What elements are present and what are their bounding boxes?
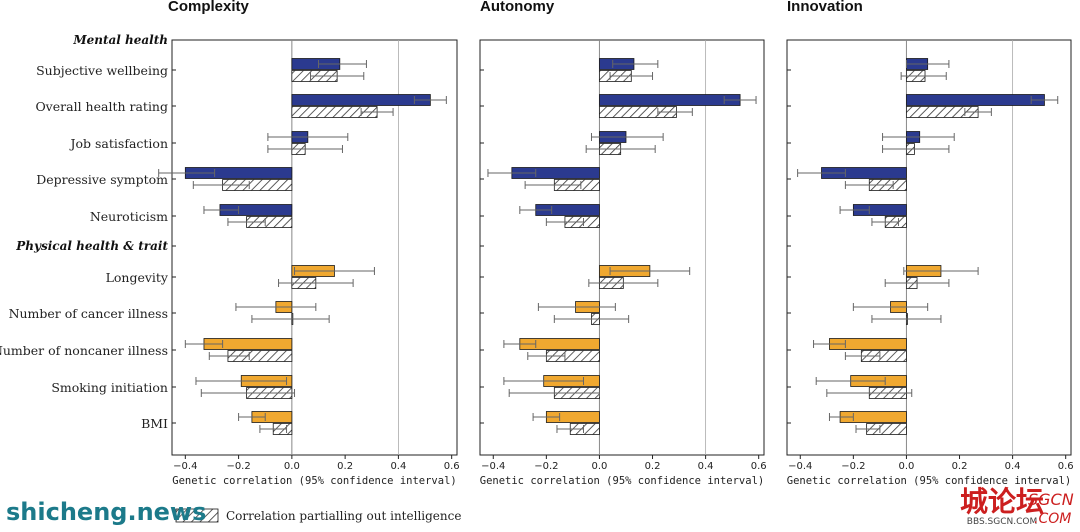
group-header-label: Mental health [72,33,168,47]
watermark-sgcn-url: BBS.SGCN.COM [966,517,1038,527]
panel-frame [786,39,1072,456]
category-label: Depressive symptom [36,172,168,187]
bar-solid [599,94,741,106]
x-tick-label: 0.6 [444,461,460,472]
category-label: Longevity [106,270,169,285]
panel-frame [479,39,765,456]
x-tick-label: 0.0 [898,461,914,472]
category-label: Subjective wellbeing [36,63,168,78]
x-tick-label: 0.2 [645,461,661,472]
panel-frame [171,39,458,456]
watermark-sgcn-main: 城论坛 [960,485,1045,518]
watermark-shicheng: shicheng.news [6,498,207,526]
x-axis-label: Genetic correlation (95% confidence inte… [480,475,764,487]
watermark-sgcn-brand: SGCN [1028,490,1074,509]
x-tick-label: 0.6 [1058,461,1074,472]
x-tick-label: 0.4 [390,461,406,472]
x-tick-label: −0.4 [788,461,812,472]
x-tick-label: 0.2 [952,461,968,472]
x-tick-label: −0.2 [841,461,865,472]
x-axis-label: Genetic correlation (95% confidence inte… [172,475,456,487]
group-header-label: Physical health & trait [15,239,168,253]
panel-autonomy: Autonomy −0.4 −0.2 0.0 0.2 0.4 0.6 Genetic corr… [479,0,767,487]
panel-title: Complexity [168,0,250,15]
legend-label: Correlation partialling out intelligence [226,509,461,523]
x-axis-label: Genetic correlation (95% confidence inte… [787,475,1071,487]
watermark-sgcn-tld: .COM [1034,511,1072,527]
category-label: Number of cancer illness [9,306,168,321]
x-tick-label: 0.0 [591,461,607,472]
x-tick-label: 0.4 [698,461,714,472]
x-tick-label: 0.6 [751,461,767,472]
panel-title: Autonomy [480,0,555,15]
category-label: Overall health rating [35,99,168,114]
category-label: Job satisfaction [69,136,169,151]
x-tick-label: 0.2 [337,461,353,472]
category-label: Neuroticism [90,209,168,224]
category-label: Smoking initiation [51,380,168,395]
x-tick-label: −0.4 [481,461,505,472]
watermark-sgcn: 城论坛 BBS.SGCN.COM SGCN .COM [960,485,1074,527]
legend-swatch [175,508,219,523]
x-tick-label: −0.2 [534,461,558,472]
panel-complexity: Complexity −0.4 −0.2 0.0 0.2 0.4 0.6 Genetic co… [158,0,460,487]
x-tick-label: −0.4 [173,461,197,472]
bar-solid [291,94,431,106]
panel-title: Innovation [787,0,863,15]
category-label: BMI [141,416,168,431]
x-tick-label: 0.0 [284,461,300,472]
panel-innovation: Innovation −0.4 −0.2 0.0 0.2 0.4 0.6 Genetic co… [786,0,1074,487]
category-label: Number of noncaner illness [0,343,168,358]
bar-solid [906,94,1045,106]
x-tick-label: −0.2 [226,461,250,472]
x-tick-label: 0.4 [1005,461,1021,472]
